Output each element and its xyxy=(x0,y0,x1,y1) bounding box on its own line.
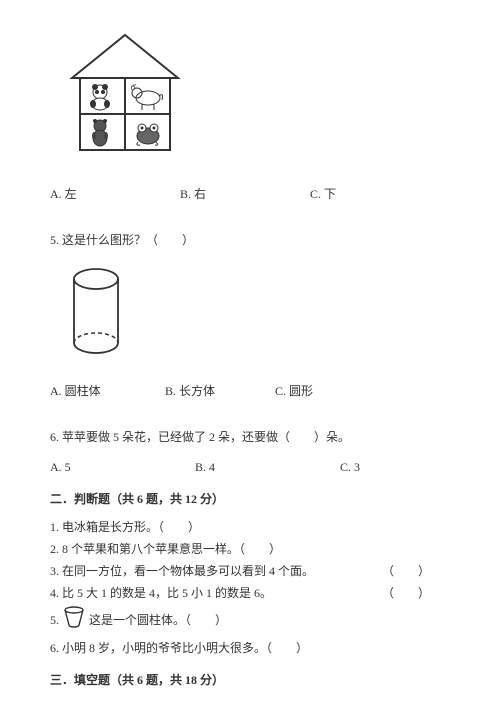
tf-item-5-post: 这是一个圆柱体。（ ） xyxy=(89,611,227,629)
tf-item-6: 6. 小明 8 岁，小明的爷爷比小明大很多。（ ） xyxy=(50,639,450,657)
q4-option-c: C. 下 xyxy=(310,185,410,203)
q5-option-c: C. 圆形 xyxy=(275,382,313,400)
q5-option-a: A. 圆柱体 xyxy=(50,382,165,400)
tf-item-5-pre: 5. xyxy=(50,611,59,629)
cylinder-top xyxy=(74,269,118,289)
house-illustration xyxy=(60,30,450,165)
tf-item-2: 2. 8 个苹果和第八个苹果意思一样。（ ） xyxy=(50,540,450,558)
q4-option-b: B. 右 xyxy=(180,185,310,203)
cylinder-bottom-back xyxy=(74,333,118,343)
q5-options: A. 圆柱体 B. 长方体 C. 圆形 xyxy=(50,382,450,400)
cylinder-illustration xyxy=(68,267,450,362)
q5-text: 5. 这是什么图形？（ ） xyxy=(50,231,450,249)
q6-option-c: C. 3 xyxy=(340,458,360,476)
tf-item-3-text: 3. 在同一方位，看一个物体最多可以看到 4 个面。 xyxy=(50,564,314,578)
tf-item-3-paren: （ ） xyxy=(382,562,430,580)
animal-top-right-icon xyxy=(131,85,162,110)
cylinder-bottom-front xyxy=(74,343,118,353)
tf-item-4-paren: （ ） xyxy=(382,584,430,602)
q4-options: A. 左 B. 右 C. 下 xyxy=(50,185,450,203)
q4-option-a: A. 左 xyxy=(50,185,180,203)
q6-option-b: B. 4 xyxy=(195,458,340,476)
q6-options: A. 5 B. 4 C. 3 xyxy=(50,458,450,476)
tf-item-4-text: 4. 比 5 大 1 的数是 4，比 5 小 1 的数是 6。 xyxy=(50,586,272,600)
section-2-title: 二．判断题（共 6 题，共 12 分） xyxy=(50,490,450,508)
tf-item-5: 5. 这是一个圆柱体。（ ） xyxy=(50,606,450,633)
section-3-title: 三．填空题（共 6 题，共 18 分） xyxy=(50,671,450,689)
frog-icon xyxy=(137,124,159,145)
panda-icon xyxy=(90,84,110,110)
tf-item-1: 1. 电冰箱是长方形。（ ） xyxy=(50,518,450,536)
tf-item-4: 4. 比 5 大 1 的数是 4，比 5 小 1 的数是 6。 （ ） xyxy=(50,584,450,602)
animal-bottom-left-icon xyxy=(92,119,108,146)
tf-item-3: 3. 在同一方位，看一个物体最多可以看到 4 个面。 （ ） xyxy=(50,562,450,580)
q6-option-a: A. 5 xyxy=(50,458,195,476)
roof xyxy=(72,35,178,78)
q6-text: 6. 苹苹要做 5 朵花，已经做了 2 朵，还要做（ ）朵。 xyxy=(50,428,450,446)
q5-option-b: B. 长方体 xyxy=(165,382,275,400)
cup-icon xyxy=(63,606,85,633)
